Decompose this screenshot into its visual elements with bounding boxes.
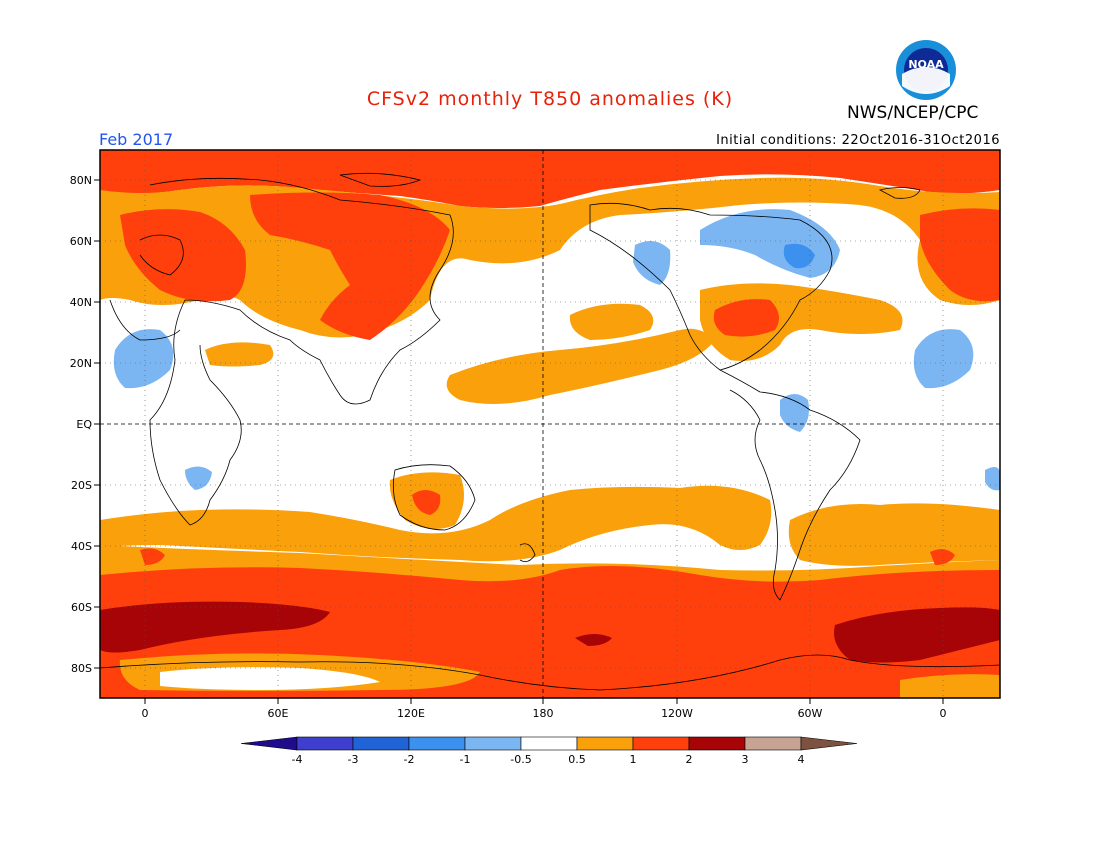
lon-label: 180 [533, 707, 554, 720]
lon-label: 60E [268, 707, 289, 720]
weak-warm-region-south-atlantic [788, 503, 1000, 566]
map-plot-area [100, 150, 1000, 698]
initial-conditions: Initial conditions: 22Oct2016-31Oct2016 [716, 133, 1000, 148]
warm-region-australia [412, 490, 441, 515]
weak-warm-region-antarctica-east [900, 674, 1000, 698]
lat-label: EQ [76, 418, 92, 431]
legend-label: 1 [630, 753, 637, 766]
warm-region-arctic [100, 150, 1000, 208]
cold-region-south-atlantic [985, 466, 1000, 491]
lon-label: 0 [142, 707, 149, 720]
legend-swatch [352, 736, 410, 751]
legend-label: 2 [686, 753, 693, 766]
cold-region-south-africa [185, 466, 212, 490]
legend-label: 3 [742, 753, 749, 766]
strong-warm-region-ross [575, 634, 612, 646]
legend-swatch [464, 736, 522, 751]
legend-label: 4 [798, 753, 805, 766]
lat-label: 60S [71, 601, 92, 614]
cold-region-sahara [113, 329, 174, 389]
gridlines [100, 150, 1000, 698]
lat-label: 20S [71, 479, 92, 492]
legend-swatch [296, 736, 354, 751]
coastlines [100, 172, 1000, 691]
lon-label: 120E [397, 707, 425, 720]
warm-region-asia [250, 192, 450, 340]
lon-label: 60W [798, 707, 823, 720]
weak-warm-region-pacific [446, 328, 715, 404]
axis-ticks [94, 179, 944, 704]
lat-label: 60N [70, 235, 92, 248]
warm-region-south-atlantic [930, 549, 955, 565]
weak-warm-region-asia-south [205, 342, 274, 367]
cold-region-canada-core [783, 243, 815, 269]
legend-label: -0.5 [510, 753, 531, 766]
warm-region-north-america [713, 299, 779, 337]
legend-label: -3 [348, 753, 359, 766]
legend-swatch [632, 736, 690, 751]
warm-region-south-indian [140, 548, 165, 565]
lat-label: 80N [70, 174, 92, 187]
weak-warm-region-npac-north [569, 303, 654, 340]
agency-label: NWS/NCEP/CPC [847, 103, 979, 123]
legend-arrow-high [800, 736, 858, 751]
weak-warm-region-southern-belt [100, 485, 772, 562]
latitude-labels: 80N 60N 40N 20N EQ 20S 40S 60S 80S [70, 174, 93, 675]
chart-title: CFSv2 monthly T850 anomalies (K) [366, 88, 734, 110]
legend-arrow-low [240, 736, 298, 751]
lon-label: 120W [661, 707, 693, 720]
cold-region-alaska [633, 241, 671, 285]
warm-region-right-europe [920, 208, 1000, 302]
noaa-logo-text: NOAA [908, 58, 944, 71]
lat-label: 40S [71, 540, 92, 553]
legend-label: -1 [460, 753, 471, 766]
legend-swatch [520, 736, 578, 751]
color-legend: -4 -3 -2 -1 -0.5 0.5 1 2 3 4 [240, 736, 858, 766]
longitude-labels: 0 60E 120E 180 120W 60W 0 [142, 707, 947, 720]
lon-label: 0 [940, 707, 947, 720]
strong-warm-region-weddell [834, 607, 1000, 663]
legend-swatch [576, 736, 634, 751]
legend-swatch [744, 736, 802, 751]
lat-label: 40N [70, 296, 92, 309]
legend-swatch [408, 736, 466, 751]
cold-region-amazon [780, 394, 809, 432]
forecast-month: Feb 2017 [99, 130, 174, 149]
lat-label: 20N [70, 357, 92, 370]
lat-label: 80S [71, 662, 92, 675]
legend-label: 0.5 [568, 753, 586, 766]
strong-warm-region-south-indian [100, 601, 330, 653]
legend-label: -4 [292, 753, 303, 766]
legend-swatch [688, 736, 746, 751]
cold-region-sahara-repeat [913, 329, 974, 389]
noaa-logo: NOAA [896, 40, 956, 100]
legend-label: -2 [404, 753, 415, 766]
neutral-region-antarctica [160, 667, 380, 690]
